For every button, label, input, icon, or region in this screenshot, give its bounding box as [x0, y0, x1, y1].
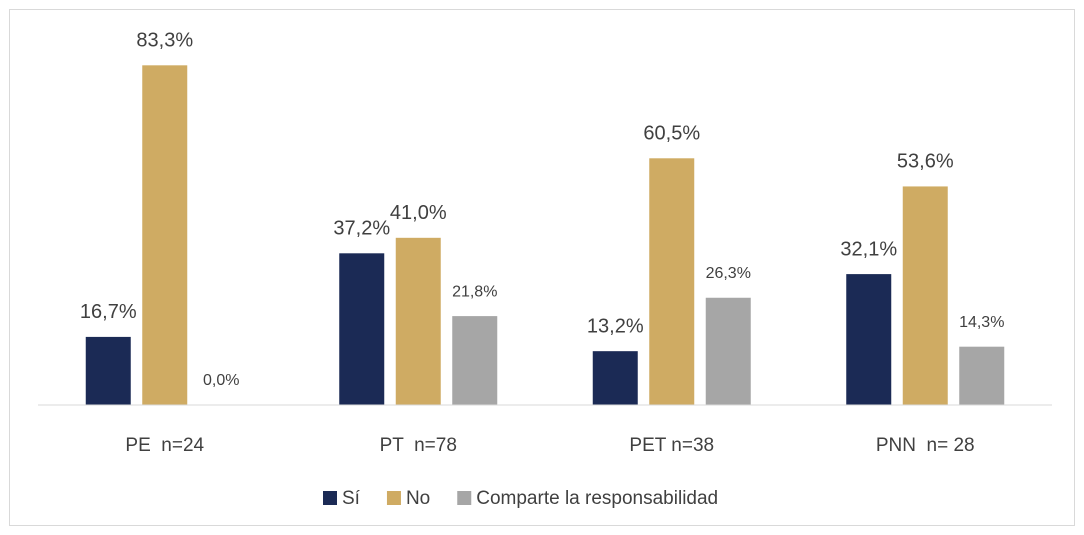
data-label: 14,3%: [959, 314, 1004, 331]
data-label: 37,2%: [333, 218, 390, 240]
x-tick-label: PT n=78: [380, 435, 457, 456]
bar: [846, 274, 892, 405]
x-tick-label: PE n=24: [125, 435, 204, 456]
data-label: 16,7%: [80, 301, 137, 323]
data-label: 0,0%: [203, 372, 239, 389]
bar: [649, 158, 695, 405]
bar: [959, 346, 1005, 405]
data-label: 21,8%: [452, 283, 497, 300]
data-label: 83,3%: [136, 30, 193, 52]
bar: [902, 186, 948, 405]
bar: [452, 316, 498, 405]
data-label: 53,6%: [897, 151, 954, 173]
bar: [705, 297, 751, 405]
data-label: 60,5%: [643, 123, 700, 145]
bar: [142, 65, 188, 406]
legend-swatch: [323, 491, 337, 505]
x-tick-label: PET n=38: [629, 435, 714, 456]
legend-label: Comparte la responsabilidad: [476, 488, 718, 509]
bar: [592, 351, 638, 405]
data-label: 41,0%: [390, 202, 447, 224]
legend-label: No: [406, 488, 430, 509]
legend-label: Sí: [342, 488, 361, 509]
bar: [339, 253, 385, 405]
x-tick-label: PNN n= 28: [876, 435, 975, 456]
data-label: 32,1%: [840, 238, 897, 260]
data-label: 26,3%: [706, 265, 751, 282]
legend-swatch: [457, 491, 472, 505]
legend-swatch: [386, 491, 401, 505]
bar: [85, 336, 131, 405]
bar: [395, 237, 441, 405]
data-label: 13,2%: [587, 315, 644, 337]
